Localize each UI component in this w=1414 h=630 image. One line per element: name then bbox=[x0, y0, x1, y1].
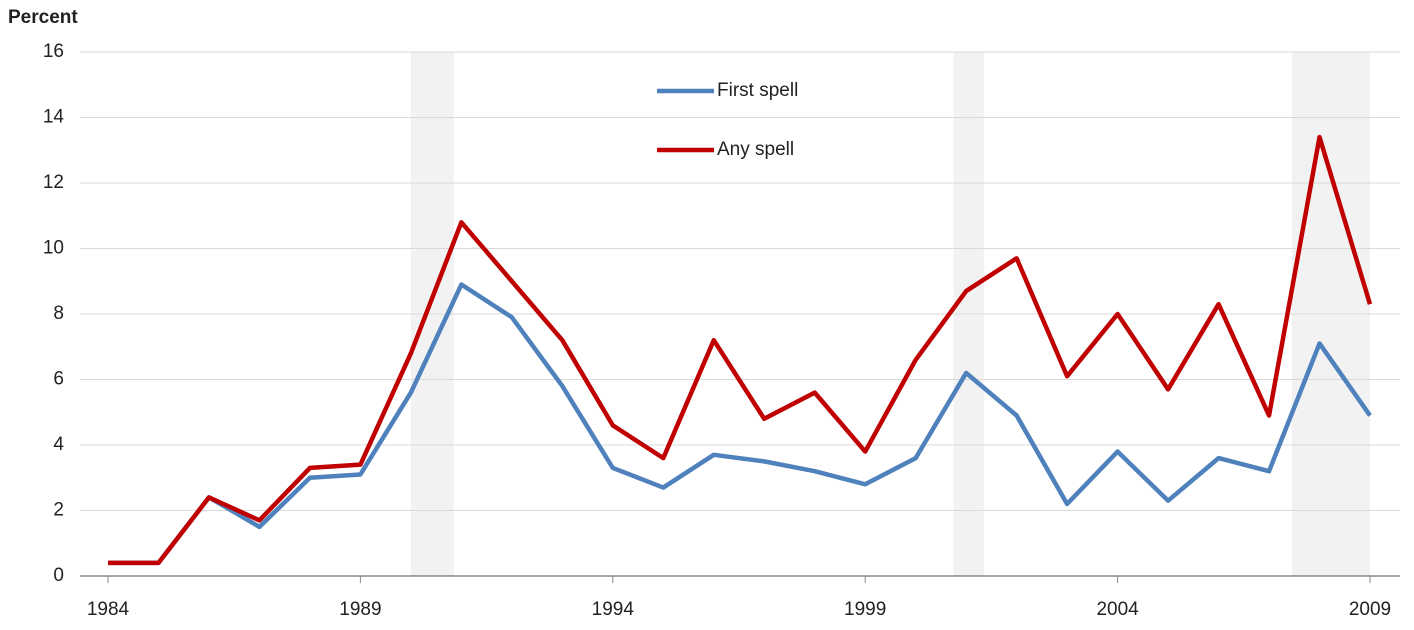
y-tick-label: 4 bbox=[53, 434, 64, 455]
y-tick-label: 6 bbox=[53, 369, 64, 390]
y-tick-label: 16 bbox=[43, 41, 64, 62]
x-tick-label: 2004 bbox=[1096, 599, 1139, 620]
x-tick-label: 2009 bbox=[1349, 599, 1391, 620]
y-axis-label: Percent bbox=[8, 7, 78, 28]
x-tick-label: 1999 bbox=[844, 599, 886, 620]
y-tick-label: 8 bbox=[53, 303, 64, 324]
x-tick-label: 1994 bbox=[592, 599, 635, 620]
y-tick-label: 0 bbox=[53, 565, 64, 586]
y-tick-label: 2 bbox=[53, 500, 64, 521]
y-tick-label: 10 bbox=[43, 238, 64, 259]
legend-label: Any spell bbox=[717, 139, 794, 160]
y-tick-label: 12 bbox=[43, 172, 64, 193]
series-line bbox=[108, 134, 1373, 566]
y-tick-label: 14 bbox=[43, 107, 65, 128]
x-tick-label: 1984 bbox=[87, 599, 130, 620]
x-tick-label: 1989 bbox=[339, 599, 381, 620]
legend-label: First spell bbox=[717, 80, 798, 101]
series-line bbox=[108, 282, 1372, 566]
